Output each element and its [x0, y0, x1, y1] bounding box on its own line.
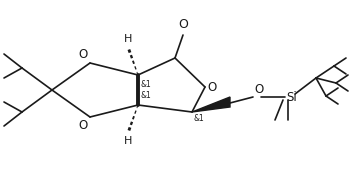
Text: O: O: [178, 18, 188, 31]
Text: O: O: [207, 80, 216, 93]
Text: O: O: [254, 83, 263, 96]
Text: Si: Si: [286, 91, 297, 104]
Text: O: O: [79, 48, 88, 61]
Text: O: O: [79, 119, 88, 132]
Text: H: H: [124, 136, 132, 146]
Text: &1: &1: [194, 114, 205, 123]
Text: H: H: [124, 34, 132, 44]
Text: &1: &1: [141, 80, 152, 89]
Text: &1: &1: [141, 91, 152, 100]
Polygon shape: [192, 97, 230, 112]
